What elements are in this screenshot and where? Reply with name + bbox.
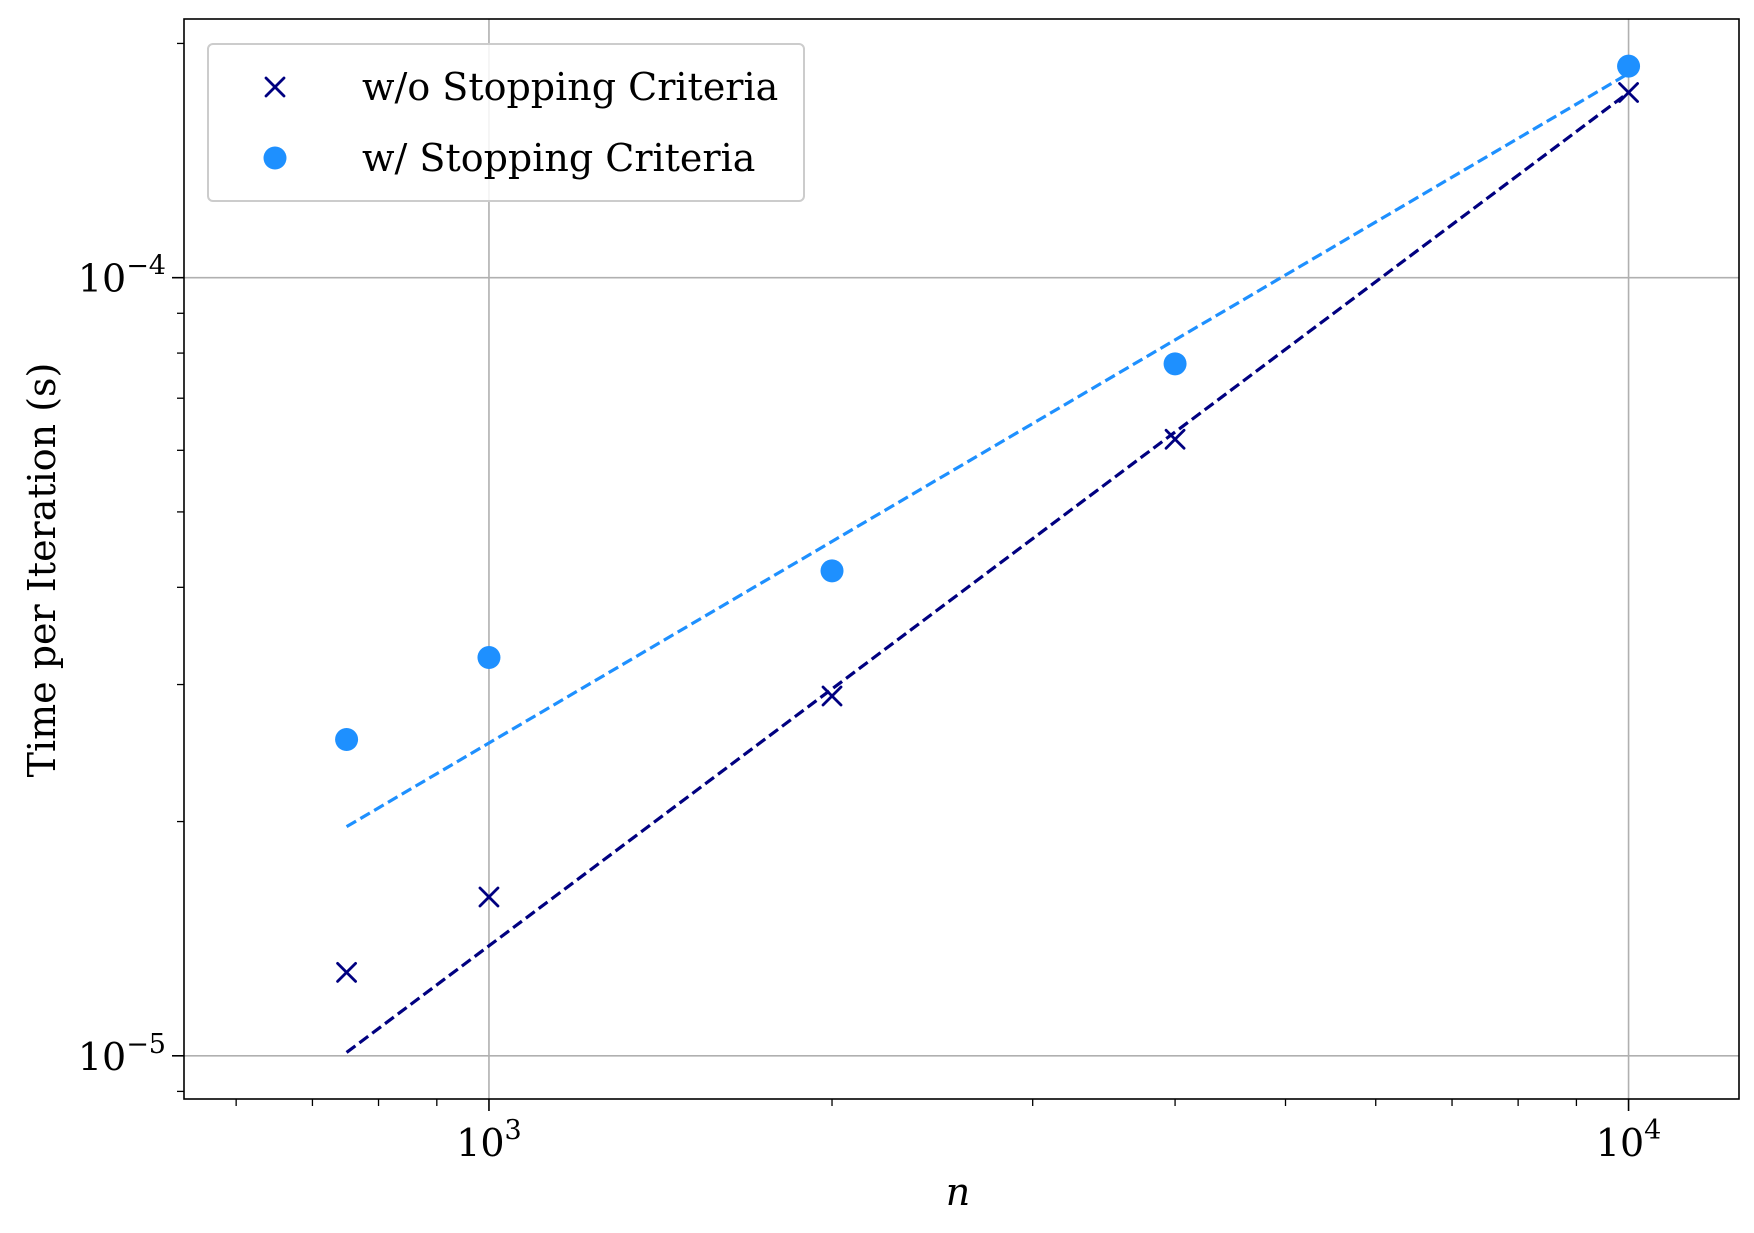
x-marker-stroke	[821, 685, 843, 707]
data-point-series-2	[820, 559, 844, 583]
x-axis-label: n	[946, 1170, 970, 1214]
data-point-series-2	[1617, 54, 1641, 78]
legend-marker-1	[264, 76, 286, 98]
fit-line-series-1	[345, 91, 1630, 1054]
x-marker-stroke	[264, 76, 286, 98]
data-point-series-2	[477, 645, 501, 669]
data-points	[335, 54, 1641, 983]
legend-label-2: w/ Stopping Criteria	[362, 136, 755, 180]
x-tick-label-exponent: 4	[1644, 1115, 1661, 1146]
x-marker-stroke	[478, 886, 500, 908]
x-marker-stroke	[1618, 82, 1639, 103]
y-axis-label: Time per Iteration (s)	[20, 363, 64, 778]
data-point-series-2	[1163, 352, 1187, 376]
legend-box	[207, 43, 805, 202]
data-point-series-1	[1164, 428, 1186, 450]
plot-frame	[183, 18, 1740, 1100]
legend-label-1: w/o Stopping Criteria	[362, 65, 778, 109]
x-tick-label-exponent: 3	[505, 1115, 522, 1146]
y-tick-label-exponent: −4	[126, 251, 166, 282]
data-point-series-1	[478, 886, 500, 908]
x-tick-label: 104	[1596, 1115, 1662, 1165]
y-tick-label: 10−5	[78, 1029, 166, 1079]
x-tick-label-base: 10	[456, 1121, 504, 1165]
fit-lines	[345, 72, 1630, 1054]
legend: w/o Stopping Criteria w/ Stopping Criteri…	[207, 43, 805, 202]
x-tick-label-base: 10	[1596, 1121, 1644, 1165]
x-marker-stroke	[336, 961, 357, 983]
y-tick-label-base: 10	[78, 257, 126, 301]
fit-line-series-2	[345, 72, 1630, 829]
data-point-series-2	[335, 727, 359, 751]
x-tick-label: 103	[456, 1115, 522, 1165]
y-tick-label: 10−4	[78, 251, 166, 301]
legend-marker-2	[263, 146, 287, 170]
data-point-series-1	[821, 685, 843, 707]
x-marker-stroke	[1164, 428, 1186, 450]
data-point-series-1	[1618, 82, 1639, 103]
y-tick-label-exponent: −5	[126, 1029, 166, 1060]
legend-entries: w/o Stopping Criteria w/ Stopping Criteri…	[263, 65, 778, 180]
y-tick-label-base: 10	[78, 1035, 126, 1079]
data-point-series-1	[336, 961, 357, 983]
